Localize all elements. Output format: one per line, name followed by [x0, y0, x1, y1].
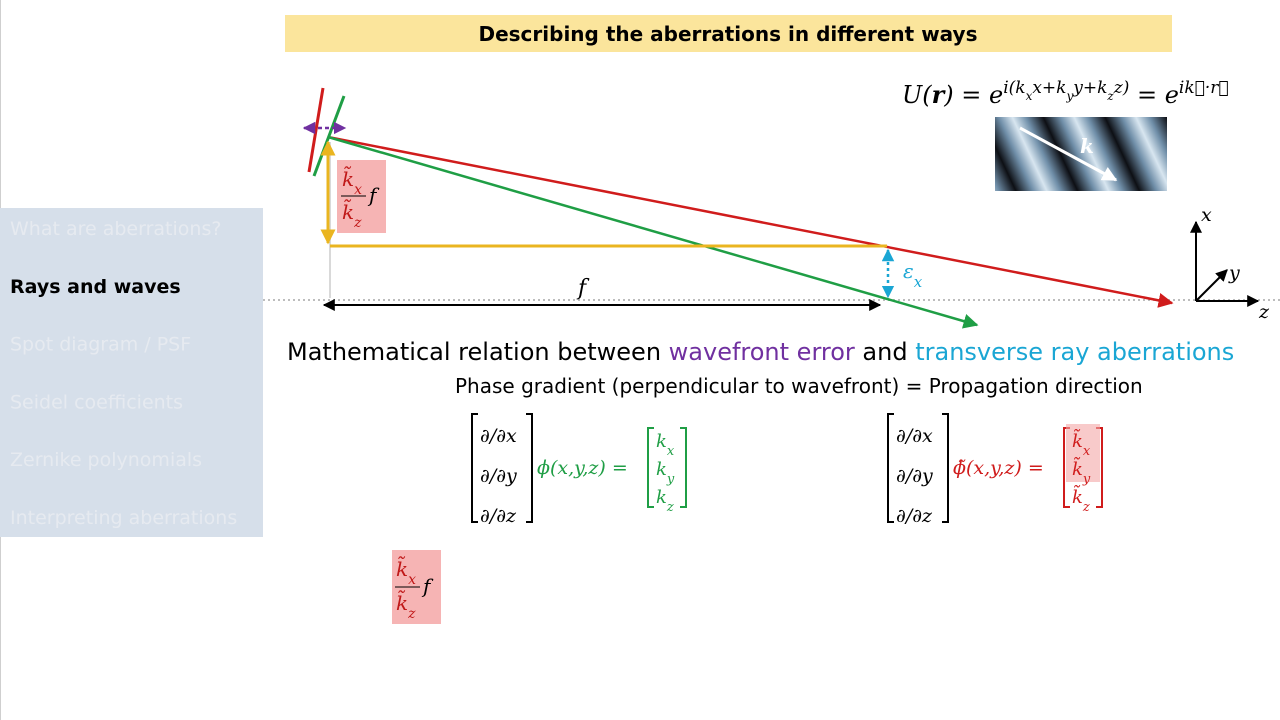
k-label: k [1080, 134, 1094, 158]
operator: ∂/∂x [896, 425, 933, 447]
sidebar-item: Seidel coefficients [10, 391, 183, 413]
vector-highlight [1066, 424, 1100, 482]
operator-bracket-right [942, 413, 949, 523]
sidebar-item: Interpreting aberrations [10, 507, 237, 529]
fraction-num: k̃x [396, 555, 416, 588]
title: Describing the aberrations in different … [478, 22, 977, 46]
operator-bracket-right [526, 413, 533, 523]
vector-entry: k̃z [1072, 485, 1090, 514]
exponent-part: y+k [1072, 78, 1107, 98]
vector-entry: k̃x [1072, 429, 1091, 458]
red-ray [327, 135, 1174, 308]
vector-sub: y [1082, 472, 1091, 487]
num-sub: x [354, 182, 362, 198]
y-axis [1195, 269, 1228, 302]
epsilon-label: εx [903, 259, 923, 291]
fraction-num: k̃x [342, 165, 362, 198]
operator: ∂/∂x [480, 425, 517, 447]
epsilon-sub: x [914, 273, 923, 291]
operator: ∂/∂z [896, 505, 933, 527]
equations: ∂/∂x∂/∂y∂/∂zϕ(x,y,z) =kxkykz∂/∂x∂/∂y∂/∂z… [471, 413, 1103, 527]
vector-bracket-left [647, 427, 654, 508]
exponent-part: z) [1113, 78, 1130, 98]
green-wavefront [312, 95, 346, 177]
exponent-part: i(k [1003, 78, 1025, 98]
exponent: ik⃗·r⃗ [1179, 78, 1229, 98]
operator: ∂/∂z [480, 505, 517, 527]
vector-entry: kx [656, 431, 675, 459]
subheading: Phase gradient (perpendicular to wavefro… [455, 374, 1143, 398]
fraction-box-bottom: k̃x k̃z f [392, 550, 441, 624]
vector-base: k̃ [1072, 457, 1083, 480]
title-bar [285, 15, 1172, 52]
vector-sub: z [666, 500, 674, 515]
exponent-sub: y [1065, 89, 1073, 103]
heading: Mathematical relation between wavefront … [287, 338, 1234, 366]
exponent-sub: x [1026, 89, 1033, 103]
operator-bracket-left [471, 413, 478, 523]
sidebar-item: Rays and waves [10, 276, 181, 298]
plane-wave-equation: U(r) = ei(kxx+kyy+kzz) = eik⃗·r⃗ [902, 78, 1229, 109]
sidebar-item: What are aberrations? [10, 218, 221, 240]
vector-bracket-right [680, 427, 687, 508]
vector-sub: x [1083, 444, 1091, 459]
vector-base: k [656, 431, 667, 452]
vector-sub: x [667, 444, 675, 459]
axis-label: z [1258, 301, 1270, 323]
fraction-den: k̃z [396, 589, 416, 622]
sidebar-item: Spot diagram / PSF [10, 334, 191, 356]
vector-base: k [656, 459, 667, 480]
vector-base: k̃ [1072, 485, 1083, 508]
heading-part: and [855, 338, 915, 366]
operator-bracket-left [887, 413, 894, 523]
vector-sub: z [1082, 500, 1090, 515]
function: ϕ(x,y,z) = [537, 457, 628, 479]
vector-sub: y [666, 472, 675, 487]
heading-part: transverse ray aberrations [915, 338, 1234, 366]
vector-entry: kz [656, 487, 674, 515]
close: ) = e [943, 81, 1003, 109]
heading-part: wavefront error [669, 338, 855, 366]
den: k̃ [396, 589, 408, 615]
axis-label: y [1228, 262, 1240, 284]
den: k̃ [342, 198, 354, 224]
exponent-sub: z [1106, 89, 1114, 103]
num: k̃ [342, 165, 354, 191]
exponent: i(kxx+kyy+kzz) [1003, 78, 1129, 103]
sidebar-item: Zernike polynomials [10, 449, 202, 471]
green-ray [327, 135, 979, 329]
num-sub: x [408, 572, 416, 588]
heading-part: Mathematical relation between [287, 338, 669, 366]
k-arrow [1019, 126, 1118, 182]
vector-entry: ky [656, 459, 675, 487]
sidebar [0, 208, 263, 537]
operator: ∂/∂y [480, 465, 517, 487]
vector-entry: k̃y [1072, 457, 1091, 486]
fraction-den: k̃z [342, 198, 362, 231]
exponent-part: x+k [1032, 78, 1066, 98]
sidebar-items: What are aberrations? Rays and waves Spot … [10, 218, 237, 529]
den-sub: z [407, 606, 416, 622]
vector-base: k [656, 487, 667, 508]
lhs: U( [902, 81, 932, 109]
r: r [932, 80, 947, 109]
num: k̃ [396, 555, 408, 581]
den-sub: z [353, 215, 362, 231]
axis-label: x [1201, 204, 1212, 226]
epsilon-base: ε [903, 259, 914, 283]
mid: = e [1129, 81, 1179, 109]
fraction-box-top: k̃x k̃z f [337, 160, 386, 233]
focal-label: f [576, 276, 590, 301]
function: ϕ̃(x,y,z) = [953, 457, 1044, 479]
vector-base: k̃ [1072, 429, 1083, 452]
operator: ∂/∂y [896, 465, 933, 487]
